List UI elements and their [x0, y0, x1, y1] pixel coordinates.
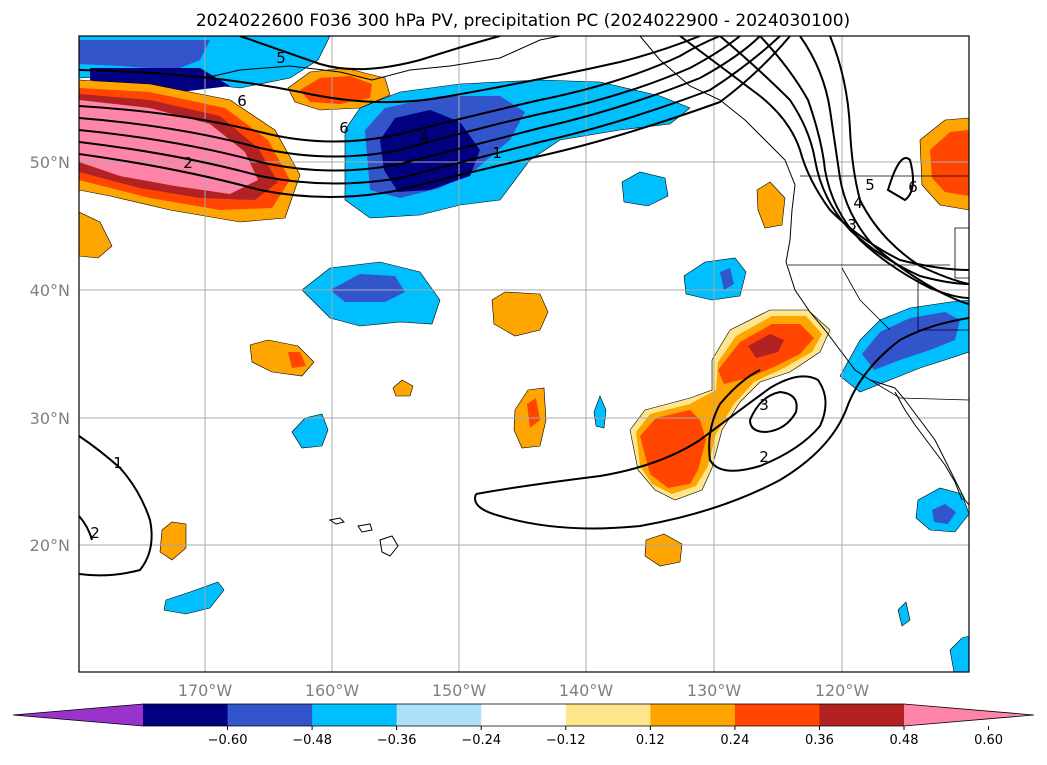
contour-label: 5 — [865, 176, 875, 194]
negative-area-small-4 — [163, 581, 225, 615]
map-panel: 5 6 6 4 2 1 1 2 3 2 5 4 3 6 — [79, 36, 969, 672]
colorbar-segment — [481, 704, 567, 726]
positive-area-small-2 — [79, 211, 113, 259]
colorbar-segment — [143, 704, 229, 726]
negative-area-central-core — [380, 110, 480, 192]
lon-label: 150°W — [432, 681, 487, 700]
negative-area-small-1 — [621, 171, 669, 207]
lat-label: 30°N — [30, 409, 70, 428]
contour-label: 5 — [276, 49, 286, 67]
negative-area-mid-west-core — [330, 274, 405, 302]
contour-label: 6 — [908, 178, 918, 196]
lon-label: 130°W — [687, 681, 742, 700]
latitude-labels: 50°N 40°N 30°N 20°N — [30, 153, 70, 555]
contour-label: 4 — [853, 194, 863, 212]
positive-area-southeast-red — [640, 410, 706, 488]
colorbar-segment — [650, 704, 736, 726]
colorbar-segment — [227, 704, 313, 726]
positive-area-small-4 — [644, 533, 683, 567]
contour-label: 6 — [339, 119, 349, 137]
lat-label: 40°N — [30, 281, 70, 300]
pv-contours — [79, 36, 969, 577]
contour-label: 3 — [847, 216, 857, 234]
positive-area-small-3 — [159, 521, 187, 561]
colorbar-tick-label: −0.60 — [208, 733, 248, 748]
negative-area-tiny-2 — [897, 601, 911, 627]
lon-label: 140°W — [559, 681, 614, 700]
coastlines — [204, 36, 969, 557]
contour-label: 3 — [759, 396, 769, 414]
negative-area-tiny-1 — [593, 395, 607, 429]
negative-area-small-3-core — [932, 504, 956, 524]
negative-area-northwest-core — [79, 40, 210, 70]
colorbar-tick-label: −0.36 — [377, 733, 417, 748]
colorbar-tick-label: 0.60 — [974, 733, 1003, 748]
lon-label: 160°W — [305, 681, 360, 700]
negative-area-mid-east-core — [720, 268, 734, 290]
colorbar-tick-label: −0.24 — [461, 733, 501, 748]
contour-label: 1 — [113, 454, 123, 472]
contour-label: 1 — [492, 144, 502, 162]
colorbar-outline — [12, 703, 1035, 727]
colorbar-segment — [396, 704, 482, 726]
colorbar-segment — [312, 704, 398, 726]
map-title: 2024022600 F036 300 hPa PV, precipitatio… — [196, 11, 850, 31]
colorbar-under-arrow — [13, 704, 143, 726]
contour-label: 4 — [419, 128, 429, 146]
contour-labels: 5 6 6 4 2 1 1 2 3 2 5 4 3 6 — [90, 49, 918, 542]
longitude-labels: 170°W 160°W 150°W 140°W 130°W 120°W — [178, 681, 870, 700]
colorbar-tick-label: 0.12 — [636, 733, 665, 748]
colorbar-segment — [734, 704, 820, 726]
colorbar-tick-label: −0.12 — [546, 733, 586, 748]
positive-area-small-1 — [756, 181, 786, 229]
graticule — [79, 36, 969, 672]
positive-area-west-pink — [79, 100, 258, 194]
colorbar-segment — [819, 704, 905, 726]
positive-area-tiny-1 — [392, 379, 414, 397]
lat-label: 50°N — [30, 153, 70, 172]
colorbar-tick-label: 0.24 — [720, 733, 749, 748]
contour-label: 2 — [183, 154, 193, 172]
positive-area-gulf-west-core — [300, 76, 372, 104]
lat-label: 20°N — [30, 536, 70, 555]
colorbar-over-arrow — [904, 704, 1034, 726]
colorbar: −0.60 −0.48 −0.36 −0.24 −0.12 0.12 0.24 0.36 0.4… — [12, 703, 1035, 748]
positive-area-northeast-core — [930, 130, 969, 196]
positive-area-mid-2-core — [288, 352, 306, 368]
negative-area-tiny-3 — [949, 635, 969, 672]
positive-area-mid-3-core — [527, 398, 540, 428]
map-frame — [78, 35, 970, 673]
contour-label: 6 — [237, 92, 247, 110]
contour-label: 2 — [759, 448, 769, 466]
colorbar-segment — [565, 704, 651, 726]
colorbar-tick-label: −0.48 — [292, 733, 332, 748]
positive-area-southeast-core — [748, 334, 784, 358]
positive-area-mid-1 — [491, 291, 549, 337]
lon-label: 170°W — [178, 681, 233, 700]
colorbar-tick-label: 0.48 — [890, 733, 919, 748]
lon-label: 120°W — [815, 681, 870, 700]
contour-label: 2 — [90, 524, 100, 542]
colorbar-tick-label: 0.36 — [805, 733, 834, 748]
